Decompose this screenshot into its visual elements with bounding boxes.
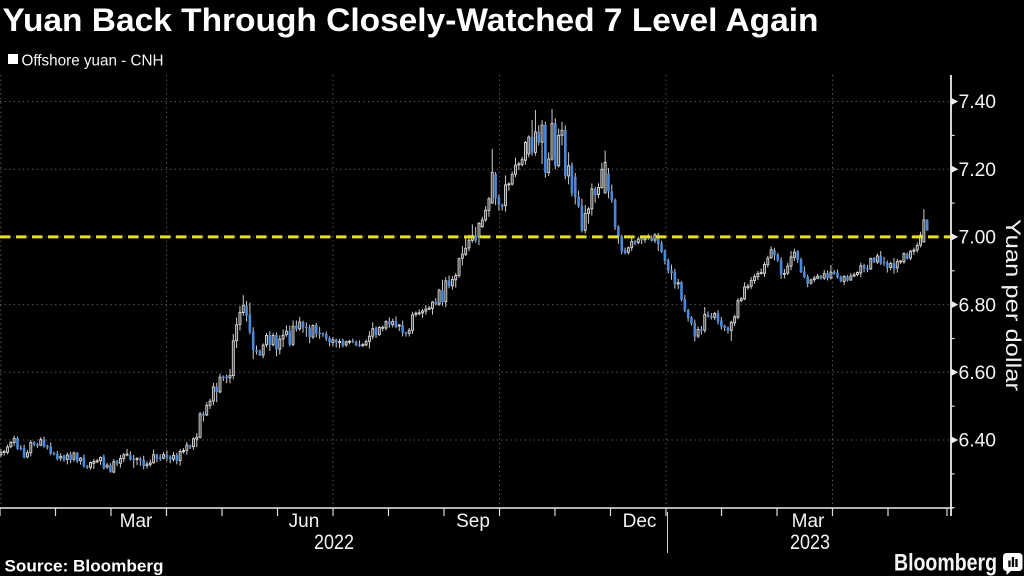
- svg-text:Sep: Sep: [456, 511, 490, 532]
- svg-text:7.20: 7.20: [959, 160, 997, 181]
- svg-text:Yuan Back Through Closely-Watc: Yuan Back Through Closely-Watched 7 Leve…: [3, 2, 819, 38]
- svg-text:Offshore yuan - CNH: Offshore yuan - CNH: [22, 52, 164, 69]
- svg-text:2023: 2023: [790, 531, 830, 554]
- svg-text:7.40: 7.40: [959, 92, 997, 113]
- svg-text:6.40: 6.40: [959, 431, 997, 452]
- svg-text:Dec: Dec: [623, 511, 657, 532]
- svg-text:7.00: 7.00: [959, 228, 997, 249]
- svg-text:6.60: 6.60: [959, 363, 997, 384]
- svg-text:Bloomberg: Bloomberg: [894, 550, 997, 576]
- svg-text:6.80: 6.80: [959, 295, 997, 316]
- svg-text:Mar: Mar: [792, 511, 825, 532]
- svg-text:2022: 2022: [314, 531, 354, 554]
- svg-text:Yuan per dollar: Yuan per dollar: [1001, 219, 1024, 391]
- svg-text:Mar: Mar: [120, 511, 153, 532]
- svg-text:Source: Bloomberg: Source: Bloomberg: [5, 557, 164, 576]
- svg-text:Jun: Jun: [289, 511, 320, 532]
